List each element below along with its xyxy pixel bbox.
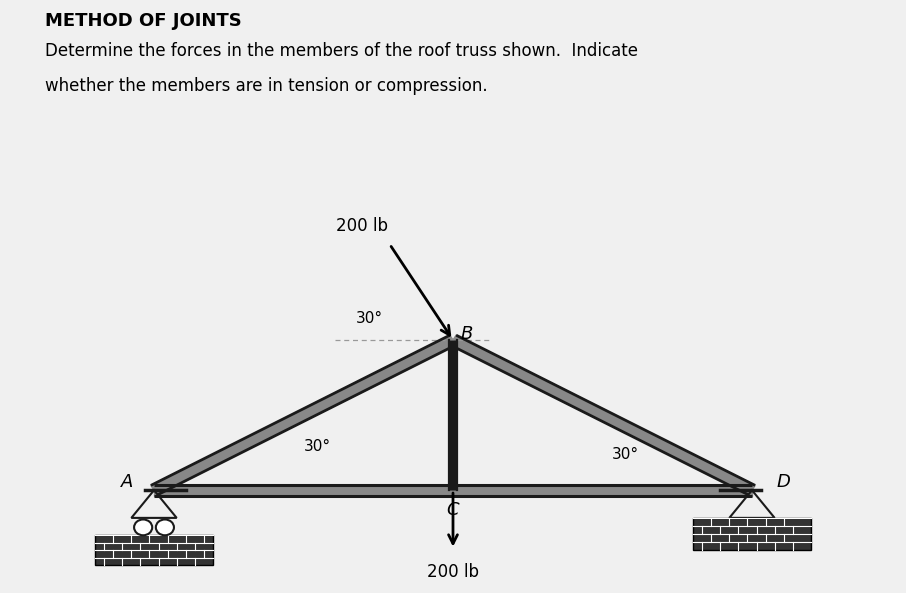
Text: Determine the forces in the members of the roof truss shown.  Indicate: Determine the forces in the members of t… — [45, 42, 639, 59]
Polygon shape — [450, 335, 755, 495]
Text: D: D — [776, 473, 791, 492]
Circle shape — [134, 519, 152, 535]
Text: A: A — [120, 473, 133, 492]
Polygon shape — [151, 335, 456, 495]
Text: C: C — [447, 501, 459, 519]
Text: 30°: 30° — [356, 311, 383, 326]
Text: B: B — [460, 324, 473, 343]
Text: whether the members are in tension or compression.: whether the members are in tension or co… — [45, 77, 488, 95]
Text: 30°: 30° — [612, 447, 639, 462]
Circle shape — [156, 519, 174, 535]
Polygon shape — [95, 535, 213, 565]
Text: 200 lb: 200 lb — [427, 563, 479, 581]
Text: 30°: 30° — [304, 439, 331, 454]
Polygon shape — [693, 518, 811, 550]
Text: 200 lb: 200 lb — [336, 216, 389, 235]
Polygon shape — [154, 484, 752, 496]
Text: METHOD OF JOINTS: METHOD OF JOINTS — [45, 12, 242, 30]
